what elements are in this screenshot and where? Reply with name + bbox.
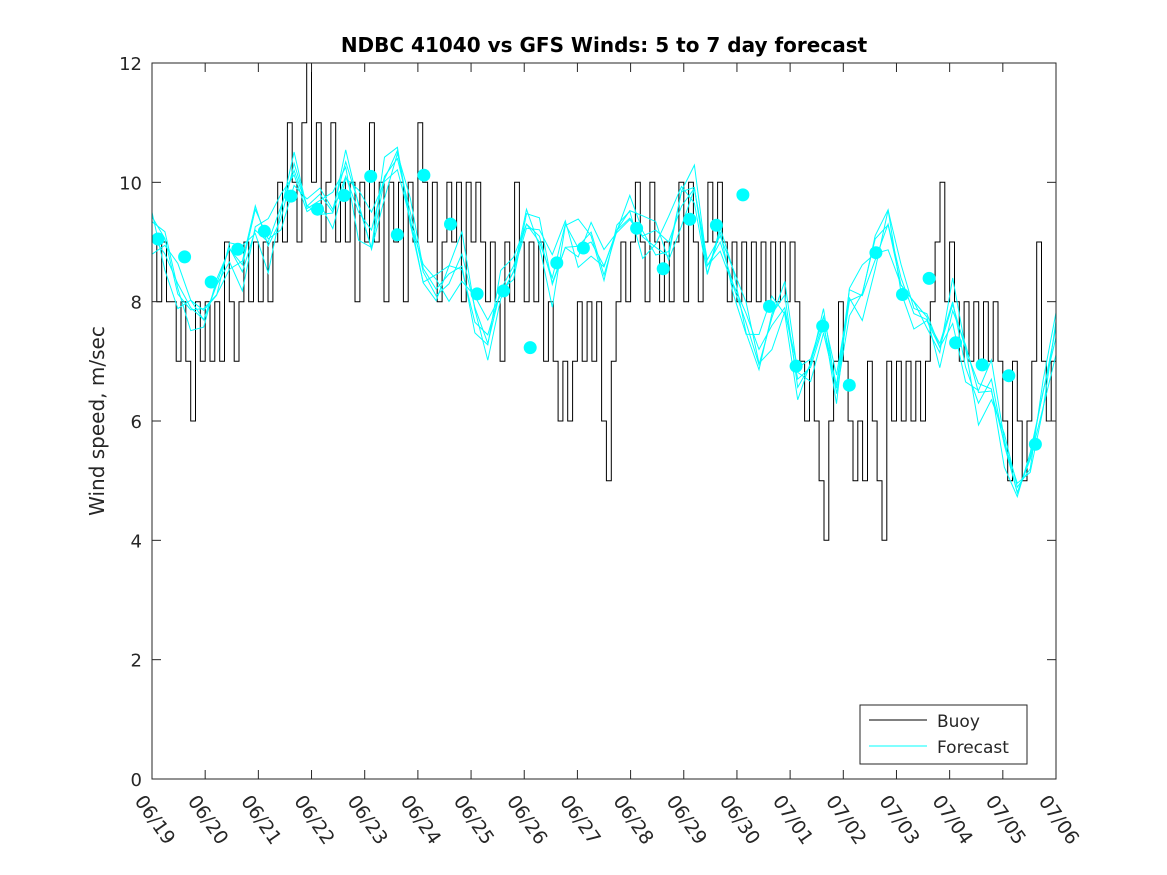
y-tick-label: 4	[131, 531, 142, 552]
forecast-marker	[896, 288, 909, 301]
forecast-marker	[1028, 437, 1042, 451]
forecast-marker	[630, 221, 644, 235]
forecast-marker	[736, 188, 750, 202]
x-tick-label: 06/26	[502, 791, 551, 848]
x-tick-label: 07/01	[768, 791, 817, 848]
x-tick-label: 07/03	[874, 791, 923, 848]
x-tick-label: 07/05	[981, 791, 1030, 848]
forecast-marker	[949, 336, 963, 350]
forecast-marker	[337, 189, 351, 202]
y-tick-label: 10	[119, 173, 142, 194]
forecast-marker	[576, 241, 590, 255]
legend: Buoy Forecast	[859, 704, 1028, 765]
x-tick-label: 07/02	[821, 791, 870, 848]
forecast-marker	[417, 168, 431, 182]
y-tick-label: 0	[131, 770, 142, 791]
forecast-markers	[151, 168, 1042, 451]
forecast-marker	[550, 256, 564, 270]
x-tick-label: 06/20	[183, 791, 232, 848]
forecast-marker	[364, 169, 378, 183]
legend-forecast-label: Forecast	[937, 738, 1009, 758]
x-tick-label: 06/28	[608, 791, 657, 848]
forecast-marker	[444, 217, 457, 231]
x-tick-label: 06/29	[662, 791, 711, 848]
x-tick-label: 06/21	[236, 791, 285, 848]
forecast-marker	[390, 228, 404, 242]
forecast-marker	[975, 358, 989, 372]
x-tick-label: 07/04	[928, 791, 977, 848]
legend-box	[859, 704, 1028, 765]
buoy-line	[152, 62, 1056, 541]
forecast-marker	[151, 232, 165, 246]
forecast-marker	[922, 271, 936, 285]
y-tick-label: 6	[131, 412, 142, 433]
forecast-marker	[284, 189, 298, 203]
forecast-marker	[763, 299, 776, 313]
x-tick-label: 06/27	[555, 791, 604, 848]
buoy-series	[152, 62, 1056, 541]
forecast-marker	[709, 218, 723, 232]
forecast-line	[151, 168, 1057, 495]
y-tick-label: 2	[131, 651, 142, 672]
forecast-marker	[789, 359, 803, 373]
forecast-marker	[683, 212, 697, 226]
forecast-marker	[178, 250, 192, 264]
x-tick-label: 06/23	[343, 791, 392, 848]
forecast-marker	[1002, 369, 1016, 383]
forecast-marker	[842, 378, 856, 392]
y-tick-label: 12	[119, 54, 142, 75]
x-tick-label: 06/25	[449, 791, 498, 848]
y-tick-label: 8	[131, 293, 142, 314]
y-axis-label: Wind speed, m/sec	[85, 326, 109, 516]
x-tick-label: 07/06	[1034, 791, 1083, 848]
forecast-marker	[816, 319, 830, 333]
forecast-marker	[656, 262, 670, 276]
forecast-marker	[231, 242, 245, 256]
forecast-marker	[869, 246, 883, 260]
forecast-marker	[470, 287, 484, 301]
x-tick-label: 06/30	[715, 791, 764, 848]
forecast-marker	[523, 341, 537, 355]
forecast-marker	[497, 284, 511, 298]
forecast-marker	[204, 275, 218, 289]
forecast-marker	[311, 202, 324, 216]
legend-buoy-label: Buoy	[937, 712, 980, 732]
x-tick-label: 06/22	[289, 791, 338, 848]
chart-title: NDBC 41040 vs GFS Winds: 5 to 7 day fore…	[341, 33, 868, 57]
x-tick-label: 06/24	[396, 791, 445, 848]
forecast-marker	[257, 224, 271, 238]
x-tick-label: 06/19	[130, 791, 179, 848]
y-axis: 0 2 4 6 8 10 12	[119, 54, 1056, 791]
forecast-line	[151, 151, 1057, 499]
